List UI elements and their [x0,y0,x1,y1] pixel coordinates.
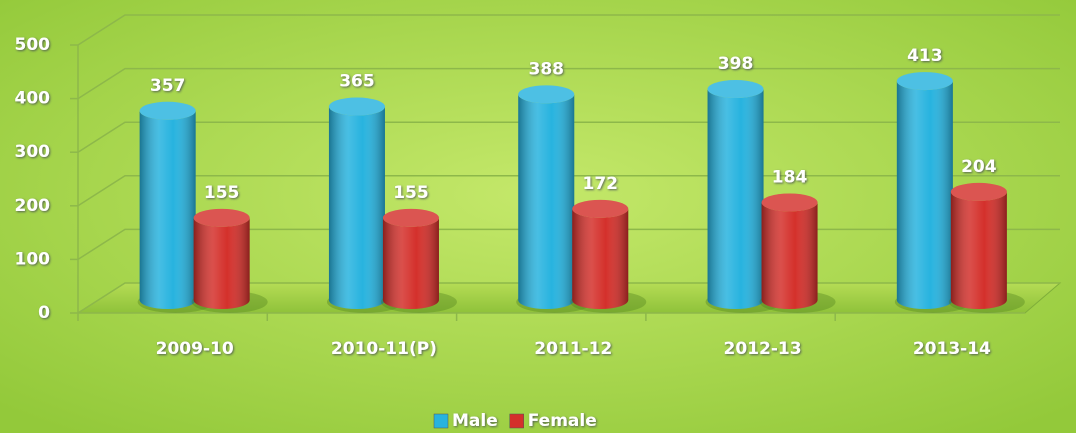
bar-shading [950,191,1007,309]
data-label: 155 [393,183,429,203]
bar-top-highlight [761,193,818,212]
bar-top [328,97,385,116]
legend-swatch [433,413,449,429]
bar-top [572,199,629,218]
y-tick-label: 0 [38,303,50,323]
data-label: 184 [772,167,808,187]
bar-shading [518,94,575,309]
y-tick-label: 500 [15,35,51,55]
x-tick-label: 2010-11(P) [331,339,437,359]
bar-top [707,80,764,99]
data-label: 155 [204,183,240,203]
bar-top [193,208,250,227]
bar-shading [761,202,818,309]
x-tick-label: 2009-10 [156,339,234,359]
legend-label: Male [452,411,498,431]
x-tick-label: 2011-12 [534,339,612,359]
bar-top-highlight [193,208,250,227]
bar-shading [193,217,250,309]
bar-shading [382,217,439,309]
bar-top [761,193,818,212]
data-label: 413 [907,46,943,66]
bar-top [518,85,575,104]
bar-top [139,101,196,120]
y-tick-label: 300 [15,142,51,162]
bar-top [950,182,1007,201]
data-label: 388 [529,59,565,79]
bar-shading [328,106,385,309]
y-tick-label: 200 [15,196,51,216]
data-label: 172 [583,174,619,194]
bar-top-highlight [328,97,385,116]
bar-top-highlight [896,72,953,91]
y-tick-label: 100 [15,249,51,269]
grid-line [77,14,1060,46]
bar-top [382,208,439,227]
data-label: 365 [339,72,375,92]
data-label: 398 [718,54,754,74]
grid-line [77,67,1060,100]
bar-top [896,72,953,91]
data-label: 357 [150,76,186,96]
x-tick-label: 2012-13 [724,339,802,359]
bar-shading [896,81,953,309]
legend-label: Female [528,411,597,431]
y-tick-label: 400 [15,89,51,109]
bar-top-highlight [572,199,629,218]
bar-top-highlight [382,208,439,227]
bar-top-highlight [707,80,764,99]
x-tick-label: 2013-14 [913,339,991,359]
bar-top-highlight [139,101,196,120]
bar-shading [139,110,196,309]
legend-swatch [509,413,524,429]
bar-shading [707,89,764,309]
bar-top-highlight [950,182,1007,201]
bar-top-highlight [518,85,575,104]
bar-shading [572,208,629,309]
data-label: 204 [961,157,997,177]
